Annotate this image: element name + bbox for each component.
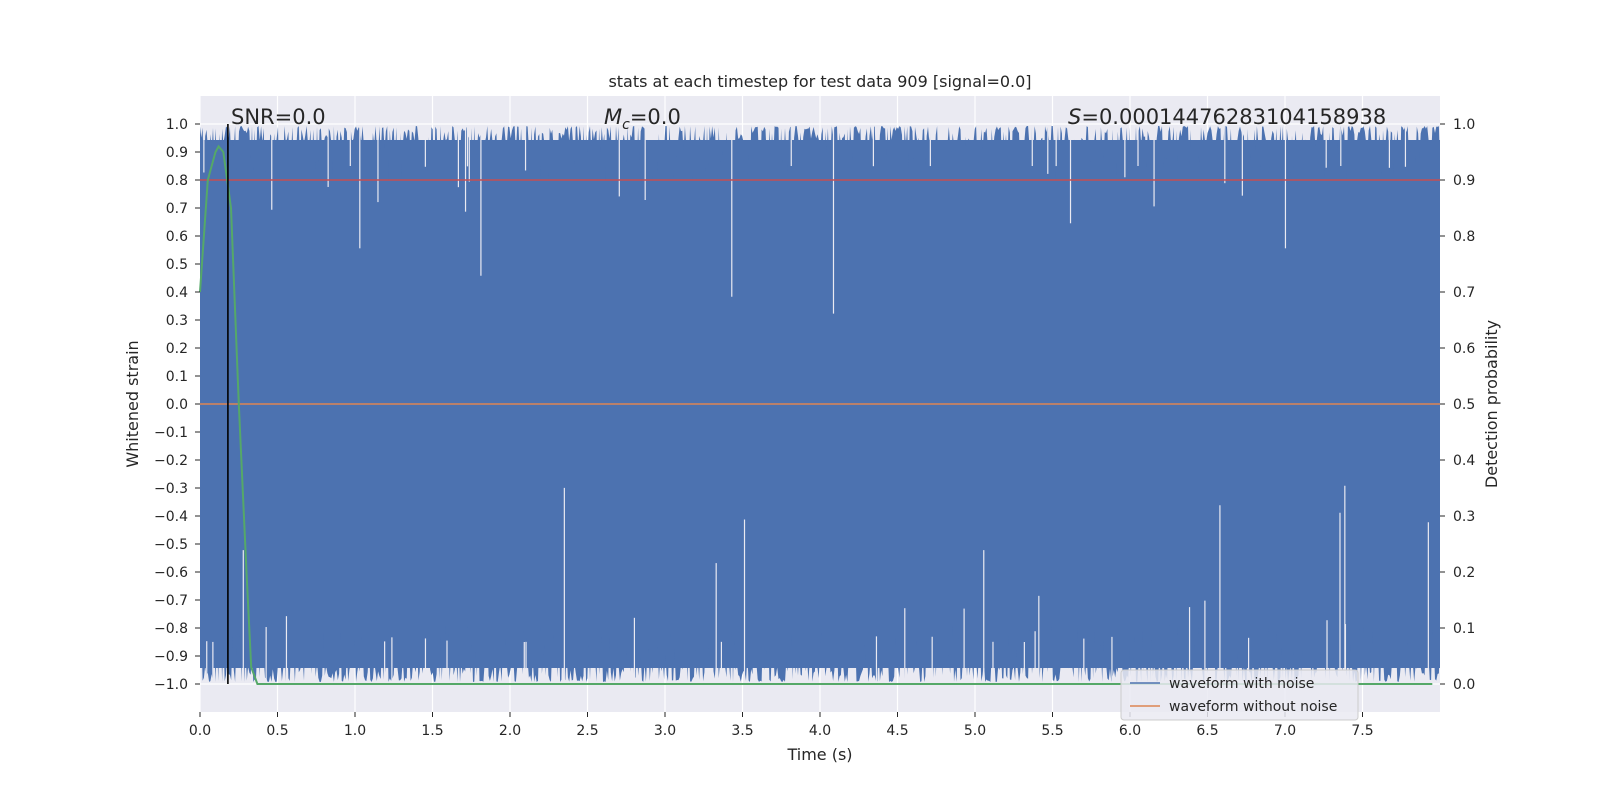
- s-value: =0.00014476283104158938: [1081, 105, 1386, 129]
- y-tick-label: 0.2: [166, 341, 188, 357]
- x-tick-label: 5.0: [964, 723, 986, 739]
- x-tick-label: 2.5: [576, 723, 598, 739]
- right-y-tick-label: 0.1: [1453, 621, 1475, 637]
- y-tick-label: −0.3: [154, 481, 188, 497]
- x-axis-label: Time (s): [786, 745, 852, 764]
- right-y-tick-label: 0.5: [1453, 397, 1475, 413]
- x-tick-label: 6.5: [1196, 723, 1218, 739]
- y-tick-label: −1.0: [154, 677, 188, 693]
- chirp-mass-value: =0.0: [630, 105, 681, 129]
- right-y-tick-label: 0.7: [1453, 285, 1475, 301]
- x-tick-label: 6.0: [1119, 723, 1141, 739]
- y-tick-label: 0.6: [166, 229, 188, 245]
- legend: waveform with noise waveform without noi…: [1120, 669, 1359, 721]
- y-tick-label: 0.8: [166, 173, 188, 189]
- y-tick-label: 0.0: [166, 397, 188, 413]
- x-tick-label: 0.5: [266, 723, 288, 739]
- legend-entry-waveform-without-noise: waveform without noise: [1169, 699, 1337, 715]
- y-tick-label: 0.5: [166, 257, 188, 273]
- y-tick-label: 0.3: [166, 313, 188, 329]
- right-y-axis-ticks: 1.0 0.9 0.8 0.7 0.6 0.5 0.4 0.3 0.2 0.1 0.0: [1440, 117, 1475, 693]
- right-y-tick-label: 0.9: [1453, 173, 1475, 189]
- y-tick-label: −0.4: [154, 509, 188, 525]
- x-tick-label: 4.0: [809, 723, 831, 739]
- y-tick-label: −0.6: [154, 565, 188, 581]
- s-annotation: S=0.00014476283104158938: [1068, 105, 1386, 129]
- x-tick-label: 7.5: [1351, 723, 1373, 739]
- y-tick-label: −0.1: [154, 425, 188, 441]
- y-tick-label: −0.8: [154, 621, 188, 637]
- y-tick-label: −0.2: [154, 453, 188, 469]
- y-axis-label: Whitened strain: [123, 340, 142, 467]
- legend-entry-waveform-with-noise: waveform with noise: [1169, 676, 1314, 692]
- x-tick-label: 3.5: [731, 723, 753, 739]
- x-tick-label: 2.0: [499, 723, 521, 739]
- x-tick-label: 1.0: [344, 723, 366, 739]
- chirp-mass-annotation: Mc=0.0: [604, 105, 681, 133]
- y-tick-label: 0.7: [166, 201, 188, 217]
- right-y-axis-label: Detection probability: [1482, 320, 1501, 488]
- x-axis-ticks: 0.0 0.5 1.0 1.5 2.0 2.5 3.0 3.5 4.0 4.5 5.0 5.5 6.0 6…: [189, 712, 1374, 739]
- x-tick-label: 4.5: [886, 723, 908, 739]
- right-y-tick-label: 0.0: [1453, 677, 1475, 693]
- noise-waveform-upper-envelope: [200, 126, 1440, 186]
- noise-waveform-lower-envelope: [200, 622, 1440, 682]
- y-axis-ticks: 1.0 0.9 0.8 0.7 0.6 0.5 0.4 0.3 0.2 0.1 0.0 −0.1 −0.…: [154, 117, 200, 693]
- right-y-tick-label: 0.6: [1453, 341, 1475, 357]
- y-tick-label: 0.4: [166, 285, 188, 301]
- y-tick-label: 1.0: [166, 117, 188, 133]
- y-tick-label: 0.1: [166, 369, 188, 385]
- y-tick-label: 0.9: [166, 145, 188, 161]
- right-y-tick-label: 1.0: [1453, 117, 1475, 133]
- detection-probability-line: [199, 144, 1433, 685]
- y-tick-label: −0.9: [154, 649, 188, 665]
- right-y-tick-label: 0.2: [1453, 565, 1475, 581]
- right-y-tick-label: 0.8: [1453, 229, 1475, 245]
- right-y-tick-label: 0.4: [1453, 453, 1475, 469]
- y-tick-label: −0.5: [154, 537, 188, 553]
- chart-title: stats at each timestep for test data 909…: [608, 72, 1031, 91]
- x-tick-label: 3.0: [654, 723, 676, 739]
- x-tick-label: 7.0: [1274, 723, 1296, 739]
- x-tick-label: 5.5: [1041, 723, 1063, 739]
- s-symbol: S: [1068, 105, 1081, 129]
- legend-box: [1120, 669, 1359, 721]
- chirp-mass-symbol: M: [604, 105, 622, 129]
- noise-waveform-gaps: [203, 126, 1429, 682]
- snr-annotation: SNR=0.0: [231, 105, 326, 129]
- chirp-mass-subscript: c: [622, 117, 630, 133]
- x-tick-label: 1.5: [421, 723, 443, 739]
- x-tick-label: 0.0: [189, 723, 211, 739]
- right-y-tick-label: 0.3: [1453, 509, 1475, 525]
- y-tick-label: −0.7: [154, 593, 188, 609]
